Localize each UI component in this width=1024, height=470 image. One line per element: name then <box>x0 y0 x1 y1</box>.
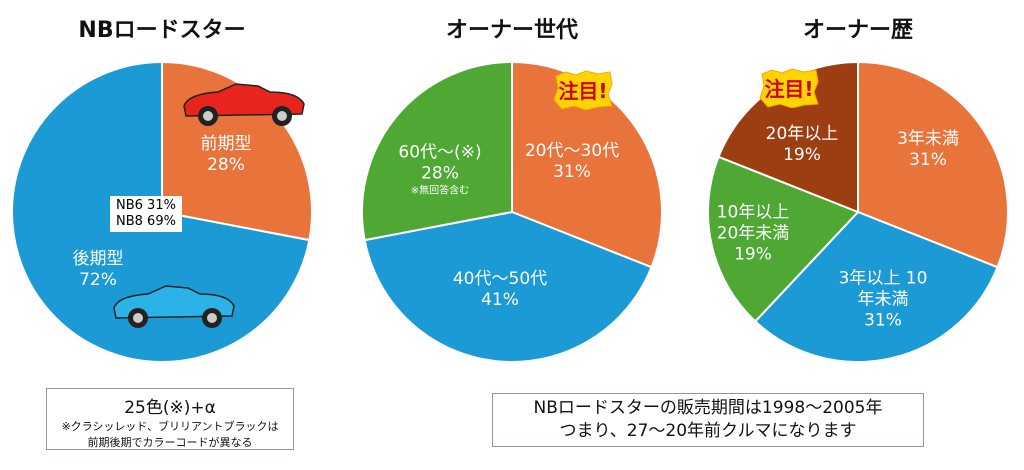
badge-text: 注目! <box>764 77 813 101</box>
color-note-box: 25色(※)+α ※クラシッレッド、ブリリアントブラックは 前期後期でカラーコー… <box>46 388 294 450</box>
label: 3年以上 10年未満 <box>838 268 928 310</box>
value: 28 <box>207 155 229 175</box>
value: 31 <box>909 150 931 170</box>
sales-period-line1: NBロードスターの販売期間は1998～2005年 <box>533 398 883 418</box>
blue-car-icon <box>113 285 235 328</box>
color-note-line2: 前期後期でカラーコードが異なる <box>87 436 253 449</box>
slice-label-40-50: 40代～50代 41% <box>452 269 548 310</box>
color-note-line1: ※クラシッレッド、ブリリアントブラックは <box>61 420 279 433</box>
pie-slice-3-2 <box>753 210 999 363</box>
slice-label-60: 60代～(※) 28% ※無回答含む <box>398 142 482 197</box>
pie-slice-2-3 <box>361 60 513 242</box>
sales-period-box: NBロードスターの販売期間は1998～2005年 つまり、27～20年前クルマに… <box>492 393 924 447</box>
pie-slice-2-1 <box>511 60 663 269</box>
chart-title-1: NBロードスター <box>78 18 246 43</box>
value: 31 <box>864 310 886 331</box>
nb8-share: NB8 69% <box>116 214 176 229</box>
attention-badge-icon: 注目! <box>553 70 613 110</box>
label: 40代～50代 <box>452 269 548 289</box>
label: 20代～30代 <box>524 141 620 161</box>
nb-model-breakdown: NB6 31% NB8 69% <box>110 196 182 232</box>
pie-slice-2-2 <box>363 210 653 363</box>
slice-label-10-20: 10年以上 20年未満 19% <box>713 203 793 266</box>
chart-title-2: オーナー世代 <box>445 18 578 43</box>
slice-label-over20: 20年以上 19% <box>765 124 839 165</box>
sales-period-line2: つまり、27～20年前クルマになります <box>559 421 857 441</box>
value: 72 <box>79 270 101 290</box>
value: 41 <box>481 290 503 310</box>
chart-title-3: オーナー歴 <box>802 18 913 43</box>
pie-slice-3-1 <box>857 60 1009 269</box>
slice-label-3-10: 3年以上 10年未満 31% <box>833 269 933 332</box>
label: 後期型 <box>72 249 124 269</box>
slice-label-late: 後期型 72% <box>72 249 124 290</box>
label: 10年以上 20年未満 <box>716 202 790 244</box>
slice-label-under3: 3年未満 31% <box>897 129 959 170</box>
label: 20年以上 <box>765 124 839 144</box>
value: 19 <box>783 145 805 165</box>
nb6-share: NB6 31% <box>116 198 176 213</box>
label: 60代～(※) <box>398 142 482 163</box>
label: 前期型 <box>200 134 252 154</box>
color-count: 25色(※)+α <box>124 398 216 418</box>
slice-label-early: 前期型 28% <box>200 134 252 175</box>
value: 31 <box>553 162 575 182</box>
slice-label-20-30: 20代～30代 31% <box>524 141 620 182</box>
attention-badge-icon: 注目! <box>759 68 819 108</box>
red-car-icon <box>183 83 305 126</box>
badge-text: 注目! <box>558 79 607 103</box>
note: ※無回答含む <box>410 185 470 197</box>
label: 3年未満 <box>897 129 959 149</box>
value: 28 <box>421 163 443 184</box>
value: 19 <box>734 244 756 265</box>
